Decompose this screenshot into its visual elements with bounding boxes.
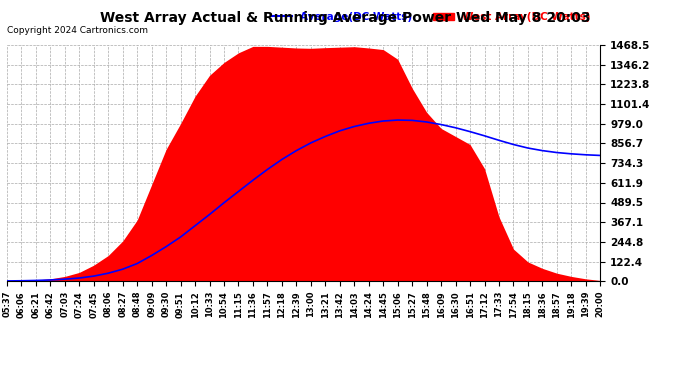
Text: Copyright 2024 Cartronics.com: Copyright 2024 Cartronics.com xyxy=(7,26,148,35)
Legend: Average(DC Watts), West Array(DC Watts): Average(DC Watts), West Array(DC Watts) xyxy=(267,8,595,26)
Text: West Array Actual & Running Average Power Wed May 8 20:03: West Array Actual & Running Average Powe… xyxy=(100,11,590,25)
